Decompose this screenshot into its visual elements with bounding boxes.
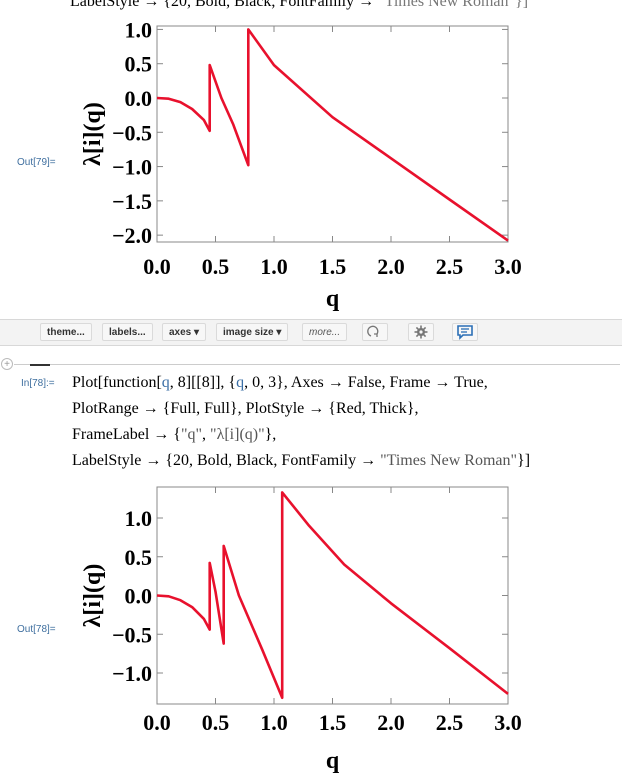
x-tick-label: 2.0 (377, 254, 405, 279)
undo-spiral-icon[interactable] (362, 323, 388, 341)
x-tick-label: 2.5 (436, 254, 464, 279)
cell-insertion-marker (30, 364, 50, 366)
y-tick-label: 0.5 (125, 52, 153, 77)
code-variable: q (161, 374, 170, 391)
code-variable: q (236, 374, 245, 391)
plot-output-78[interactable]: 0.0 0.5 1.0 1.5 2.0 2.5 3.0 1.0 0.5 0.0 −0.5 −1.0 q λ… (0, 482, 622, 782)
clipped-code-string: "Times New Roman"}] (378, 0, 529, 10)
x-tick-label: 0.5 (202, 710, 230, 735)
clipped-code-line: LabelStyle → {20, Bold, Black, FontFamil… (70, 0, 528, 11)
x-tick-label: 0.5 (202, 254, 230, 279)
y-tick-label: 1.0 (125, 17, 153, 42)
y-tick-label: −1.5 (112, 189, 152, 214)
axes-button[interactable]: axes ▾ (162, 323, 207, 341)
x-tick-label: 3.0 (494, 710, 522, 735)
x-tick-label: 1.0 (260, 254, 288, 279)
series-line (156, 491, 509, 700)
y-tick-label: 1.0 (125, 506, 153, 531)
x-tick-label: 1.0 (260, 710, 288, 735)
x-tick-label: 1.5 (319, 710, 347, 735)
code-string: "q" (180, 426, 203, 443)
plot-frame (156, 25, 509, 243)
code-text: }] (517, 452, 531, 469)
x-tick-label: 1.5 (319, 254, 347, 279)
y-tick-label: 0.0 (125, 584, 153, 609)
cell-insertion-line (14, 364, 620, 365)
y-tick-label: 0.0 (125, 86, 153, 111)
y-tick-label: 0.5 (125, 545, 153, 570)
insert-cell-plus-icon[interactable]: + (1, 358, 13, 370)
image-size-button[interactable]: image size ▾ (216, 323, 289, 341)
more-button[interactable]: more... (302, 323, 348, 341)
y-tick-label: −0.5 (112, 120, 152, 145)
x-tick-label: 3.0 (494, 254, 522, 279)
plot-output-79[interactable]: 0.0 0.5 1.0 1.5 2.0 2.5 3.0 1.0 0.5 0.0 −0.5 −1.0 −1… (0, 0, 622, 318)
out-label-79: Out[79]= (17, 157, 56, 168)
suggestions-toolbar: theme... labels... axes ▾ image size ▾ m… (0, 319, 622, 346)
y-tick-label: −1.0 (112, 155, 152, 180)
y-axis-label: λ[i](q) (80, 102, 106, 166)
series-line (156, 28, 509, 242)
y-tick-label: −2.0 (112, 223, 152, 248)
code-string: "λ[i](q)" (210, 426, 265, 443)
clipped-code-prefix: LabelStyle → {20, Bold, Black, FontFamil… (70, 0, 379, 10)
input-code-line-2[interactable]: PlotRange → {Full, Full}, PlotStyle → {R… (72, 400, 419, 417)
code-text: Plot[function[ (72, 374, 162, 391)
comment-icon[interactable] (452, 323, 478, 341)
x-tick-label: 2.5 (436, 710, 464, 735)
code-text: }, (264, 426, 277, 443)
theme-button[interactable]: theme... (40, 323, 92, 341)
y-axis-label: λ[i](q) (80, 564, 106, 628)
x-axis-label: q (326, 286, 340, 312)
x-tick-label: 0.0 (143, 710, 171, 735)
code-text: LabelStyle → {20, Bold, Black, FontFamil… (72, 452, 381, 469)
code-text: , 0, 3}, Axes → False, Frame → True, (244, 374, 488, 391)
x-axis-label: q (326, 748, 340, 774)
code-text: FrameLabel → { (72, 426, 181, 443)
in-label-78: In[78]:= (21, 378, 55, 389)
y-tick-label: −1.0 (112, 661, 152, 686)
out-label-78: Out[78]= (17, 624, 56, 635)
code-text: , 8][[8]], { (169, 374, 237, 391)
x-tick-label: 0.0 (143, 254, 171, 279)
labels-button[interactable]: labels... (102, 323, 153, 341)
input-code-line-1[interactable]: Plot[function[q, 8][[8]], {q, 0, 3}, Axe… (72, 371, 488, 395)
x-tick-label: 2.0 (377, 710, 405, 735)
gear-icon[interactable] (408, 323, 434, 341)
code-string: "Times New Roman" (380, 452, 518, 469)
input-code-line-3[interactable]: FrameLabel → {"q", "λ[i](q)"}, (72, 423, 276, 447)
code-text: , (202, 426, 211, 443)
y-tick-label: −0.5 (112, 622, 152, 647)
input-code-line-4[interactable]: LabelStyle → {20, Bold, Black, FontFamil… (72, 449, 530, 473)
